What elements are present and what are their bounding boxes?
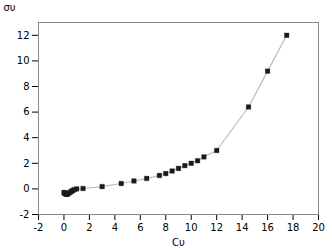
- svg-text:18: 18: [287, 222, 300, 233]
- svg-text:-2: -2: [20, 209, 30, 220]
- svg-text:12: 12: [17, 30, 30, 41]
- svg-text:συ: συ: [4, 2, 16, 13]
- svg-text:20: 20: [312, 222, 325, 233]
- svg-text:10: 10: [185, 222, 198, 233]
- svg-text:8: 8: [23, 81, 29, 92]
- svg-text:-2: -2: [34, 222, 44, 233]
- svg-text:Cυ: Cυ: [172, 237, 185, 248]
- svg-text:4: 4: [112, 222, 118, 233]
- svg-text:12: 12: [210, 222, 223, 233]
- svg-text:2: 2: [23, 158, 29, 169]
- svg-text:0: 0: [61, 222, 67, 233]
- svg-text:2: 2: [86, 222, 92, 233]
- svg-text:4: 4: [23, 132, 29, 143]
- svg-text:14: 14: [236, 222, 249, 233]
- svg-text:10: 10: [17, 55, 30, 66]
- svg-text:0: 0: [23, 183, 29, 194]
- svg-text:16: 16: [261, 222, 274, 233]
- svg-text:8: 8: [163, 222, 169, 233]
- svg-text:6: 6: [23, 106, 29, 117]
- svg-text:6: 6: [137, 222, 143, 233]
